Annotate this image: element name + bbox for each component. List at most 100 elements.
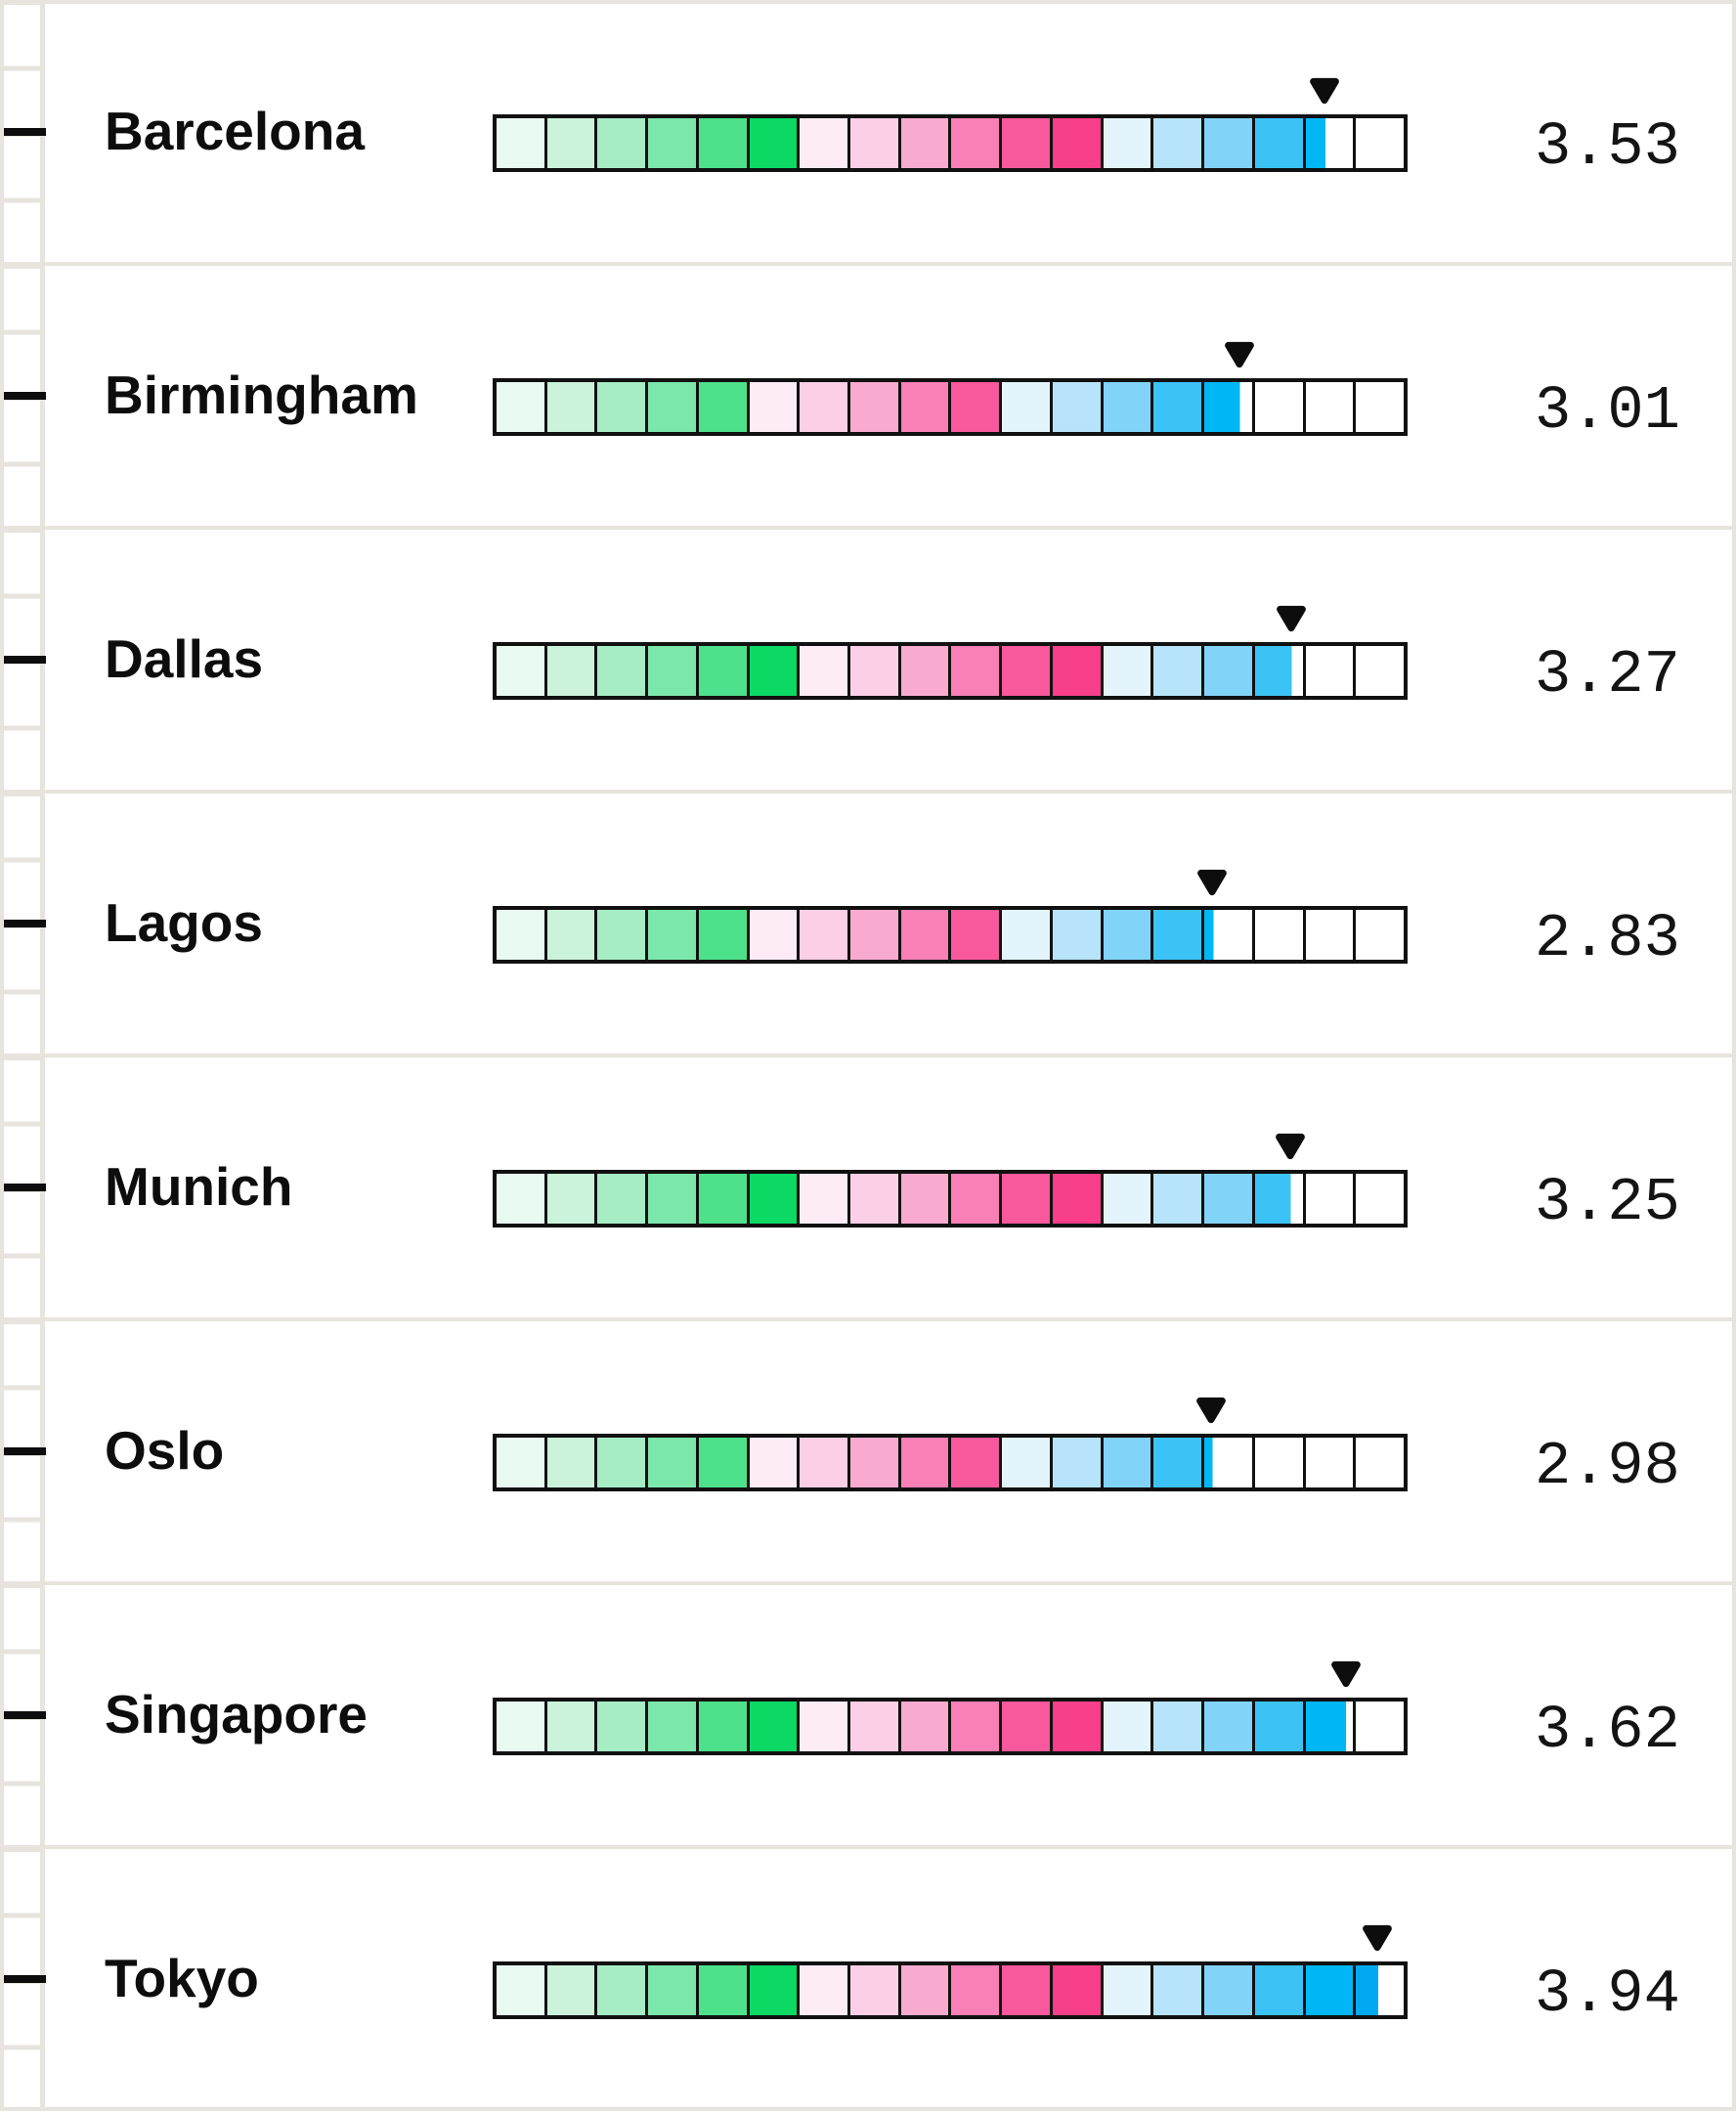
green-cell <box>497 1965 547 2015</box>
pink-cell <box>1002 1174 1053 1224</box>
green-cell <box>546 1174 598 1224</box>
pink-cell <box>1052 1702 1104 1751</box>
pink-cell <box>850 1438 901 1487</box>
blue-cell <box>1204 118 1255 168</box>
blue-cell <box>1153 1702 1205 1751</box>
pink-cell <box>1002 1702 1053 1751</box>
green-cell <box>749 646 801 696</box>
value-label-oslo: 2.98 <box>1535 1432 1680 1501</box>
empty-cell <box>1356 118 1404 168</box>
blue-cell <box>1254 1965 1306 2015</box>
row-separator <box>0 1054 1736 1057</box>
triangle-down-icon <box>1309 77 1339 105</box>
pink-cell <box>749 1438 801 1487</box>
ruler-dash-munich <box>0 1184 46 1191</box>
pink-cell <box>1002 646 1053 696</box>
blue-cell <box>1103 1438 1154 1487</box>
empty-cell <box>1254 1438 1306 1487</box>
empty-cell <box>1254 382 1306 432</box>
green-cell <box>546 1965 598 2015</box>
row-separator <box>0 790 1736 794</box>
pink-cell <box>850 118 901 168</box>
blue-cell <box>1103 1965 1154 2015</box>
blue-partial-cell <box>1204 382 1255 432</box>
empty-cell <box>1254 910 1306 960</box>
green-cell <box>648 382 699 432</box>
blue-cell <box>1153 646 1205 696</box>
green-cell <box>648 646 699 696</box>
blue-cell <box>1002 382 1053 432</box>
empty-cell <box>1356 646 1404 696</box>
cell-bar-tokyo <box>493 1961 1408 2019</box>
value-label-lagos: 2.83 <box>1535 904 1680 973</box>
green-cell <box>497 646 547 696</box>
blue-cell <box>1305 1965 1357 2015</box>
green-cell <box>749 1174 801 1224</box>
green-cell <box>546 1702 598 1751</box>
blue-cell <box>1103 1174 1154 1224</box>
green-cell <box>648 1174 699 1224</box>
blue-cell <box>1254 1702 1306 1751</box>
triangle-down-icon <box>1277 605 1306 632</box>
value-label-tokyo: 3.94 <box>1535 1960 1680 2029</box>
empty-cell <box>1356 1702 1404 1751</box>
pink-cell <box>951 910 1003 960</box>
ruler-dash-tokyo <box>0 1975 46 1983</box>
triangle-down-icon <box>1362 1924 1392 1952</box>
green-cell <box>698 118 750 168</box>
pink-cell <box>951 118 1003 168</box>
city-label-lagos: Lagos <box>105 892 263 953</box>
pink-cell <box>900 910 952 960</box>
value-label-singapore: 3.62 <box>1535 1696 1680 1765</box>
empty-cell <box>1305 646 1357 696</box>
city-label-munich: Munich <box>105 1156 293 1217</box>
blue-partial-cell <box>1204 1438 1255 1487</box>
ruler-dash-birmingham <box>0 392 46 400</box>
green-cell <box>597 646 649 696</box>
blue-cell <box>1103 118 1154 168</box>
green-cell <box>546 382 598 432</box>
ruler-dash-dallas <box>0 656 46 664</box>
pink-cell <box>900 1702 952 1751</box>
value-label-munich: 3.25 <box>1535 1168 1680 1237</box>
value-label-birmingham: 3.01 <box>1535 376 1680 446</box>
green-cell <box>698 382 750 432</box>
triangle-down-icon <box>1276 1133 1305 1160</box>
pink-cell <box>800 1965 851 2015</box>
cell-bar-oslo <box>493 1434 1408 1491</box>
green-cell <box>597 1174 649 1224</box>
city-label-dallas: Dallas <box>105 628 264 689</box>
green-cell <box>648 1965 699 2015</box>
city-label-tokyo: Tokyo <box>105 1948 259 2008</box>
blue-cell <box>1103 910 1154 960</box>
green-cell <box>597 1702 649 1751</box>
blue-cell <box>1153 118 1205 168</box>
cell-bar-singapore <box>493 1698 1408 1755</box>
pink-cell <box>951 646 1003 696</box>
left-ruler-gutter <box>0 0 45 2111</box>
cell-bar-barcelona <box>493 114 1408 172</box>
green-cell <box>546 646 598 696</box>
green-cell <box>648 1438 699 1487</box>
blue-cell <box>1153 382 1205 432</box>
ruler-dash-lagos <box>0 920 46 927</box>
cell-bar-munich <box>493 1170 1408 1228</box>
green-cell <box>698 646 750 696</box>
pink-cell <box>900 1438 952 1487</box>
pink-cell <box>850 382 901 432</box>
pink-cell <box>749 382 801 432</box>
green-cell <box>546 1438 598 1487</box>
pink-cell <box>951 1702 1003 1751</box>
pink-cell <box>850 910 901 960</box>
empty-cell <box>1305 1438 1357 1487</box>
city-label-oslo: Oslo <box>105 1420 225 1481</box>
value-label-dallas: 3.27 <box>1535 640 1680 710</box>
empty-cell <box>1305 382 1357 432</box>
green-cell <box>698 910 750 960</box>
blue-cell <box>1052 382 1104 432</box>
blue-cell <box>1254 118 1306 168</box>
city-label-barcelona: Barcelona <box>105 101 365 161</box>
ruler-dash-singapore <box>0 1711 46 1719</box>
pink-cell <box>1052 1965 1104 2015</box>
green-cell <box>546 118 598 168</box>
